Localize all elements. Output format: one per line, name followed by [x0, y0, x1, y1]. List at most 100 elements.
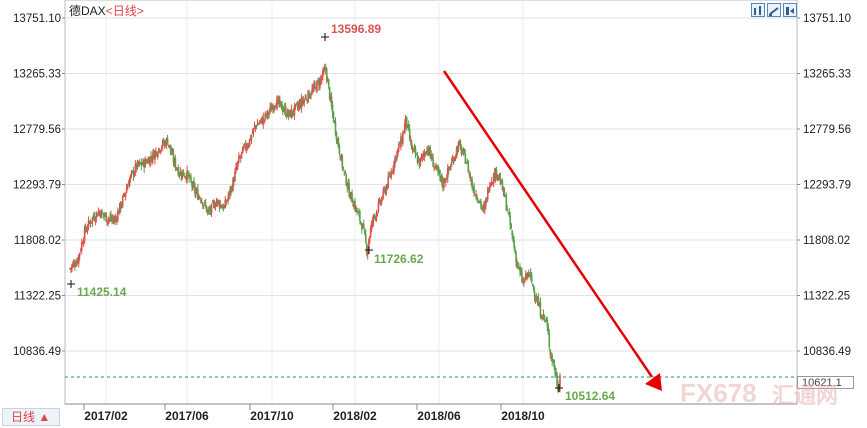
candle-body — [349, 195, 351, 199]
candle-body — [93, 216, 96, 221]
timeframe-button[interactable]: 日线 ▲ — [2, 408, 60, 426]
candle-body — [439, 169, 441, 177]
candle-body — [195, 192, 197, 195]
candle-body — [447, 166, 450, 170]
candle-body — [126, 185, 129, 190]
candle-body — [430, 153, 432, 159]
candle-body — [109, 217, 111, 219]
candle-body — [169, 144, 172, 152]
candle-body — [304, 97, 307, 99]
candle-body — [335, 132, 338, 140]
candle-body — [423, 153, 426, 157]
candle-body — [400, 136, 402, 148]
candle-body — [176, 169, 179, 171]
candle-body — [227, 196, 229, 201]
candle-body — [225, 201, 227, 204]
candle-body — [179, 171, 182, 176]
candle-body — [208, 210, 211, 212]
candle-body — [322, 70, 324, 77]
candle-body — [119, 202, 122, 209]
candle-body — [504, 195, 507, 197]
candle-body — [129, 175, 132, 180]
candle-body — [394, 157, 396, 164]
candle-body — [490, 181, 493, 183]
candle-body — [165, 138, 168, 146]
candle-body — [290, 109, 293, 119]
candle-body — [306, 100, 308, 102]
candle-body — [96, 214, 99, 217]
candle-body — [445, 178, 448, 180]
candle-body — [393, 161, 395, 172]
instrument-name: 德DAX — [69, 4, 106, 18]
candle-body — [292, 112, 295, 114]
candle-body — [317, 80, 319, 82]
candle-body — [202, 205, 205, 207]
bar-chart-button[interactable] — [751, 3, 765, 17]
candle-body — [157, 154, 159, 157]
candle-body — [471, 180, 473, 189]
candle-body — [358, 211, 360, 214]
candle-body — [416, 156, 419, 163]
candle-body — [69, 268, 71, 270]
candle-body — [392, 168, 394, 170]
candle-body — [415, 154, 418, 156]
candle-body — [526, 272, 529, 278]
candle-body — [77, 258, 79, 263]
candle-body — [164, 141, 167, 147]
candle-body — [434, 166, 436, 168]
x-tick-label: 2017/06 — [165, 409, 209, 423]
candle-body — [376, 212, 379, 215]
candle-body — [492, 173, 495, 184]
candle-body — [347, 183, 349, 187]
candle-body — [198, 195, 200, 200]
candle-body — [353, 203, 355, 209]
candle-body — [319, 79, 321, 89]
candle-body — [549, 349, 552, 356]
candle-body — [548, 334, 551, 348]
candle-body — [379, 201, 382, 203]
candle-body — [538, 304, 541, 307]
candle-body — [432, 158, 434, 167]
candle-body — [136, 161, 139, 169]
candle-body — [276, 99, 278, 110]
candle-body — [177, 167, 180, 176]
candle-body — [316, 80, 318, 93]
candle-body — [178, 173, 181, 176]
zoom-button[interactable] — [767, 3, 781, 17]
candle-body — [219, 203, 222, 208]
candle-body — [190, 177, 192, 182]
candle-body — [333, 120, 336, 123]
candle-body — [556, 374, 558, 386]
candle-body — [160, 147, 163, 149]
candle-body — [114, 218, 116, 222]
candle-body — [282, 110, 285, 112]
candle-body — [493, 172, 496, 180]
candle-body — [83, 227, 86, 242]
candle-body — [192, 182, 194, 189]
candle-body — [386, 184, 389, 188]
candle-body — [478, 201, 480, 203]
candle-body — [75, 265, 77, 267]
candle-body — [229, 189, 231, 194]
candle-body — [464, 153, 467, 164]
candle-body — [151, 159, 153, 161]
candle-body — [215, 201, 218, 207]
candle-body — [133, 172, 136, 177]
candle-body — [515, 252, 517, 263]
candle-body — [424, 152, 427, 154]
candle-body — [440, 176, 442, 178]
candle-body — [209, 209, 212, 212]
y-tick-label-left: 13751.10 — [13, 13, 61, 25]
candle-body — [350, 191, 352, 198]
candle-body — [530, 274, 533, 283]
candle-body — [403, 131, 405, 134]
restore-button[interactable] — [783, 3, 797, 17]
candle-body — [494, 169, 497, 181]
candle-body — [277, 98, 279, 100]
candle-body — [99, 211, 102, 217]
candle-body — [163, 141, 166, 145]
candle-body — [214, 206, 217, 208]
candle-body — [112, 217, 114, 220]
candle-body — [185, 176, 187, 180]
candle-body — [200, 201, 203, 203]
